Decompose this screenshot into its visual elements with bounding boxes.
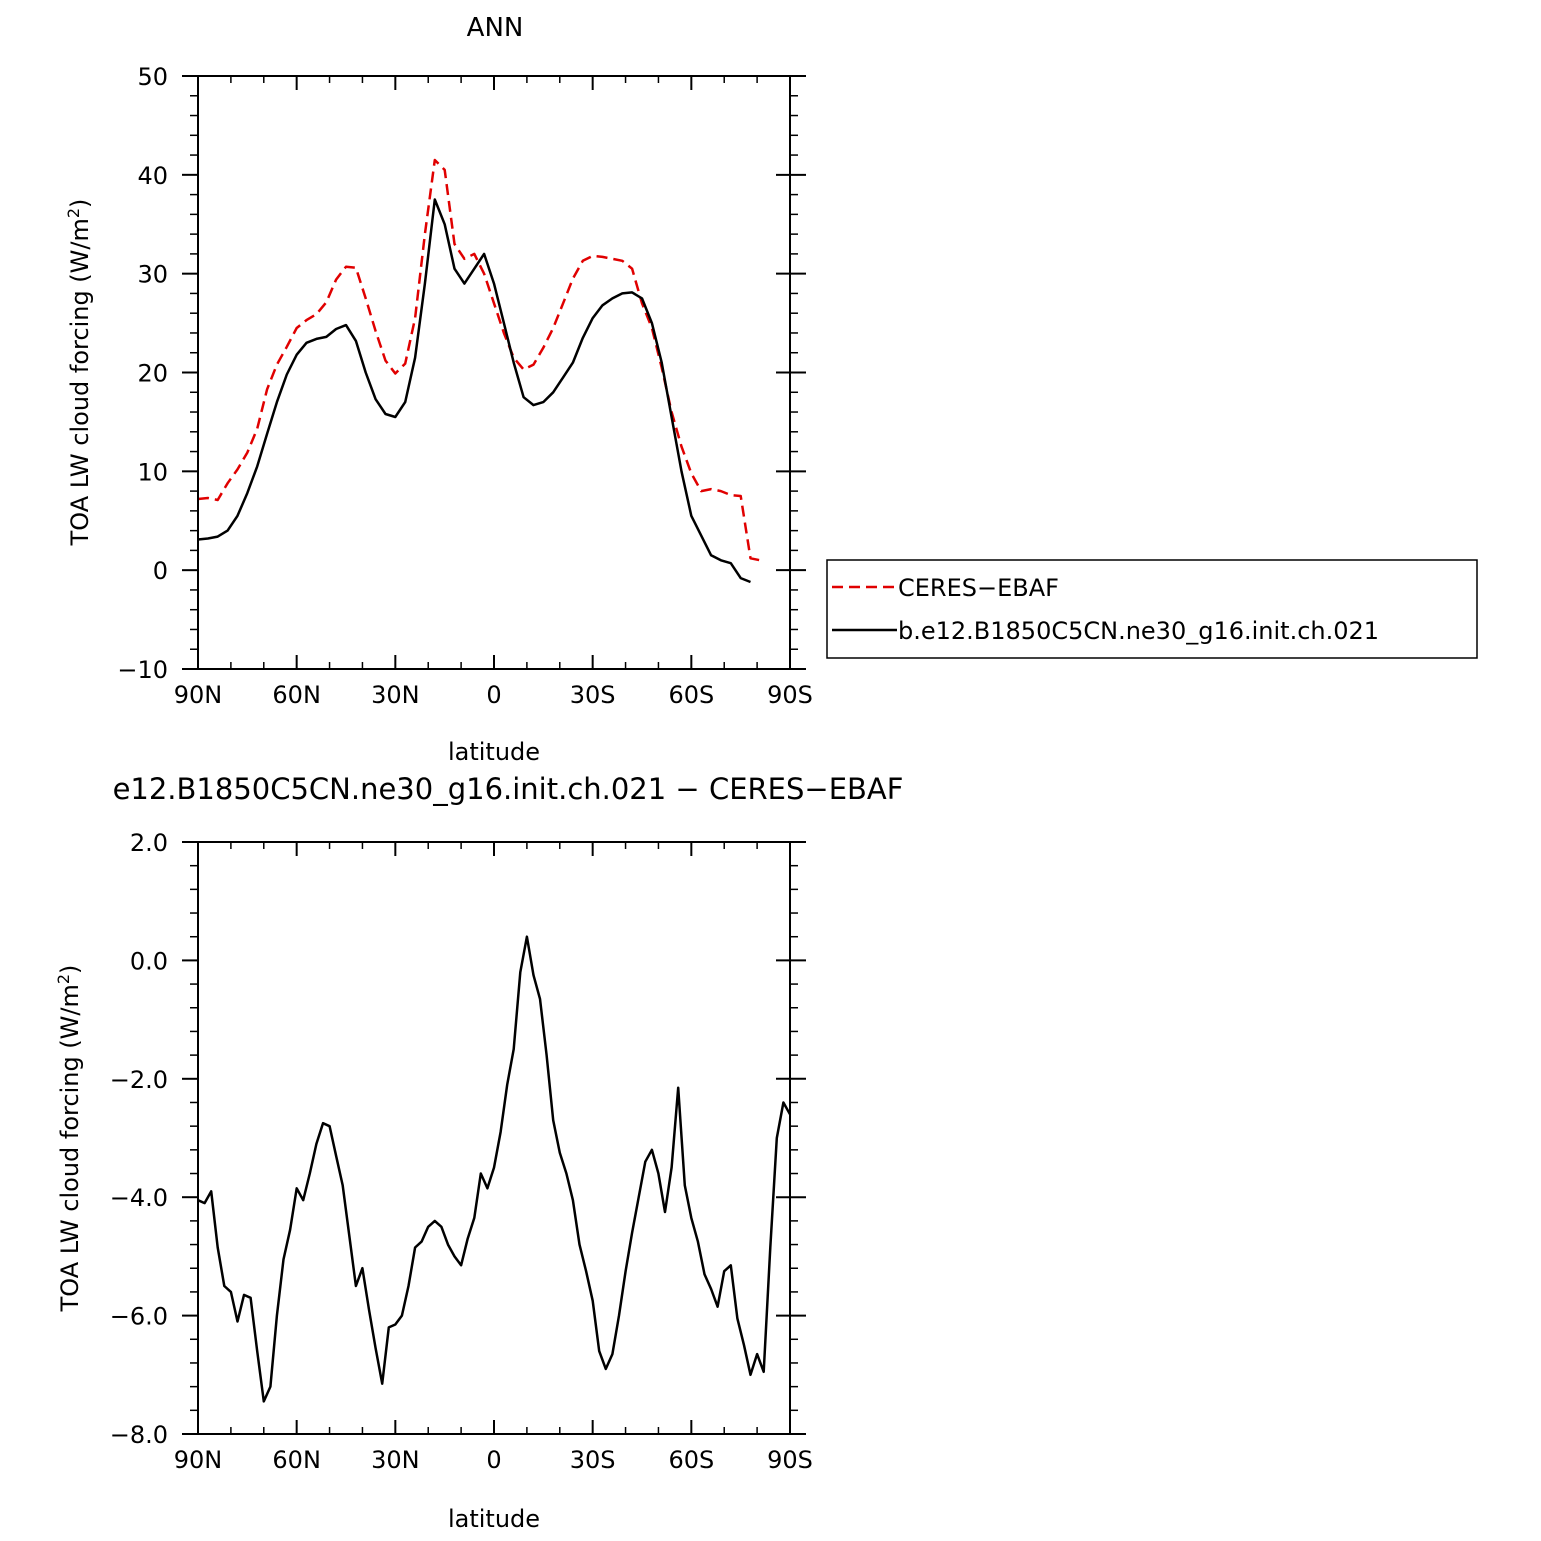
bottom-series-line-0 bbox=[197, 935, 792, 1403]
top-y-tick-label: 30 bbox=[137, 261, 168, 289]
top-y-axis-label: TOA LW cloud forcing (W/m2) bbox=[64, 199, 94, 547]
bottom-x-tick-label: 90N bbox=[174, 1446, 223, 1474]
legend-label-model: b.e12.B1850C5CN.ne30_g16.init.ch.021 bbox=[898, 617, 1379, 645]
bottom-chart-title: e12.B1850C5CN.ne30_g16.init.ch.021 − CER… bbox=[113, 772, 904, 806]
bottom-x-tick-label: 60N bbox=[272, 1446, 321, 1474]
top-series-line-0 bbox=[197, 158, 761, 562]
top-x-tick-label: 60S bbox=[668, 681, 714, 709]
top-x-tick-label: 60N bbox=[272, 681, 321, 709]
legend-box bbox=[826, 559, 1478, 659]
bottom-x-tick-label: 0 bbox=[486, 1446, 501, 1474]
top-chart-lines bbox=[197, 158, 761, 584]
top-y-tick-label: 40 bbox=[137, 162, 168, 190]
bottom-chart-lines bbox=[197, 935, 792, 1403]
top-x-axis-label: latitude bbox=[448, 738, 540, 766]
top-y-tick-label: 20 bbox=[137, 360, 168, 388]
bottom-y-axis-label: TOA LW cloud forcing (W/m2) bbox=[54, 965, 84, 1313]
bottom-panel: e12.B1850C5CN.ne30_g16.init.ch.021 − CER… bbox=[54, 772, 903, 1533]
bottom-plot-frame bbox=[197, 841, 791, 1435]
bottom-y-tick-label: 2.0 bbox=[130, 829, 168, 857]
bottom-y-tick-label: −2.0 bbox=[110, 1066, 168, 1094]
top-legend: CERES−EBAF b.e12.B1850C5CN.ne30_g16.init… bbox=[826, 559, 1478, 659]
bottom-y-tick-label: −8.0 bbox=[110, 1421, 168, 1449]
top-y-tick-label: 50 bbox=[137, 63, 168, 91]
bottom-x-axis-label: latitude bbox=[448, 1505, 540, 1533]
top-y-tick-label: 0 bbox=[153, 557, 168, 585]
bottom-y-tick-label: −6.0 bbox=[110, 1303, 168, 1331]
bottom-y-tick-label: 0.0 bbox=[130, 947, 168, 975]
top-x-tick-label: 30N bbox=[371, 681, 420, 709]
bottom-x-tick-label: 90S bbox=[767, 1446, 813, 1474]
top-x-tick-label: 90N bbox=[174, 681, 223, 709]
top-panel: ANN 90N 60N 30N 0 30S 60S 90S −10 0 10 20 30 40 50 la… bbox=[64, 13, 813, 766]
bottom-x-tick-label: 30N bbox=[371, 1446, 420, 1474]
top-axis-ticks: 90N 60N 30N 0 30S 60S 90S −10 0 10 20 30 40 50 bbox=[117, 63, 813, 709]
top-x-tick-label: 0 bbox=[486, 681, 501, 709]
top-series-line-1 bbox=[197, 198, 751, 584]
bottom-y-tick-label: −4.0 bbox=[110, 1184, 168, 1212]
top-y-tick-label: 10 bbox=[137, 458, 168, 486]
top-chart-title: ANN bbox=[467, 13, 524, 43]
top-x-tick-label: 30S bbox=[570, 681, 616, 709]
bottom-x-tick-label: 30S bbox=[570, 1446, 616, 1474]
legend-label-ceres: CERES−EBAF bbox=[898, 574, 1059, 602]
bottom-axis-ticks: 90N 60N 30N 0 30S 60S 90S −8.0 −6.0 −4.0 −2.0 0.0 2.… bbox=[110, 829, 813, 1474]
top-y-tick-label: −10 bbox=[117, 656, 168, 684]
bottom-x-tick-label: 60S bbox=[668, 1446, 714, 1474]
top-x-tick-label: 90S bbox=[767, 681, 813, 709]
